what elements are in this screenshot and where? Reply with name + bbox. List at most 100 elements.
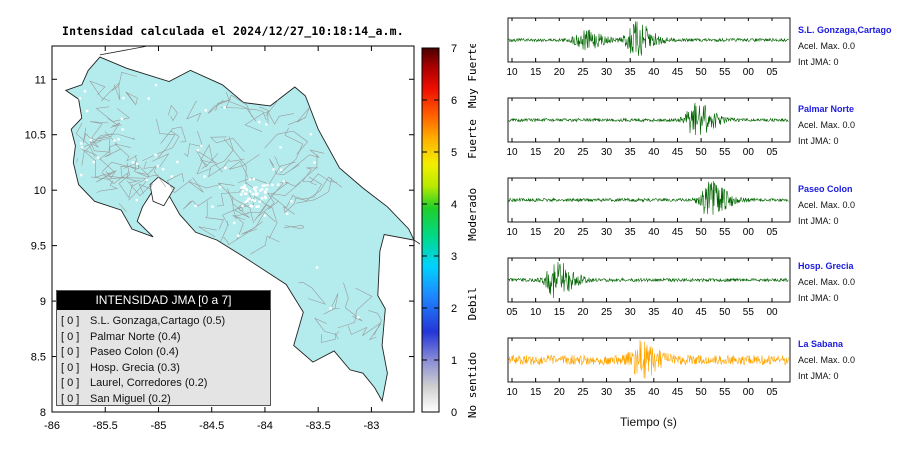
station-dot: [249, 190, 252, 193]
waveform-tick-label: 25: [577, 227, 589, 238]
station-dot: [254, 193, 258, 197]
waveform-tick-label: 00: [743, 67, 755, 78]
map-x-tick-label: -85: [151, 420, 167, 432]
waveform-tick-label: 25: [577, 147, 589, 158]
station-dot: [282, 180, 286, 183]
station-dot: [256, 192, 259, 195]
waveform-tick-label: 35: [625, 227, 637, 238]
waveform-tick-label: 10: [506, 387, 518, 398]
station-dot: [240, 186, 243, 189]
station-dot: [161, 167, 165, 171]
map-y-tick-label: 8: [40, 407, 46, 419]
station-dot: [279, 146, 282, 149]
station-acceleration: Acel. Max. 0.0: [798, 41, 856, 51]
station-dot: [263, 184, 267, 187]
station-acceleration: Acel. Max. 0.0: [798, 120, 856, 130]
waveform-tick-label: 15: [554, 307, 566, 318]
station-dot: [244, 200, 247, 204]
waveform-tick-label: 05: [766, 67, 778, 78]
station-dot: [200, 144, 203, 148]
waveform-trace: [508, 339, 789, 380]
station-dot: [121, 128, 124, 131]
waveform-trace: [508, 261, 789, 299]
waveform-tick-label: 50: [719, 307, 731, 318]
station-dot: [131, 161, 135, 164]
station-info: Palmar Norte Acel. Max. 0.0 Int JMA: 0: [798, 101, 855, 149]
waveform-tick-label: 55: [743, 307, 755, 318]
legend-item-tag: [ 0 ]: [61, 346, 80, 358]
legend-item-tag: [ 0 ]: [61, 392, 80, 405]
map-x-tick-label: -84.5: [199, 420, 224, 432]
waveform-tick-label: 45: [672, 227, 684, 238]
station-dot: [258, 200, 262, 203]
station-jma-intensity: Int JMA: 0: [798, 57, 839, 67]
station-dot: [243, 187, 246, 190]
waveform-panel: 10 15 20 25 30 35 40 45 50 55 00 05: [506, 337, 791, 398]
waveform-tick-label: 45: [672, 67, 684, 78]
station-dot: [245, 187, 248, 191]
colorbar-tick-label: 4: [451, 199, 457, 211]
station-dot: [255, 205, 258, 208]
station-dot: [194, 204, 197, 208]
waveform-tick-label: 10: [506, 147, 518, 158]
waveform-tick-label: 20: [577, 307, 589, 318]
waveform-tick-label: 00: [743, 227, 755, 238]
map-y-tick-label: 9: [40, 296, 46, 308]
station-dot: [315, 266, 319, 269]
station-dot: [242, 185, 245, 189]
station-dot: [85, 109, 89, 113]
colorbar-label: Moderado: [466, 188, 479, 241]
waveform-tick-label: 55: [719, 387, 731, 398]
waveform-tick-label: 30: [601, 227, 613, 238]
legend-item-label: Hosp. Grecia (0.3): [87, 361, 180, 374]
station-dot: [264, 196, 267, 200]
map-x-tick-label: -86: [44, 420, 60, 432]
waveform-trace: [508, 180, 789, 215]
station-jma-intensity: Int JMA: 0: [798, 371, 839, 381]
station-dot: [313, 161, 316, 164]
station-info: Paseo Colon Acel. Max. 0.0 Int JMA: 0: [798, 181, 855, 229]
waveform-trace: [508, 102, 789, 136]
legend-item-tag: [ 0 ]: [61, 315, 80, 327]
station-dot: [251, 192, 255, 196]
waveform-tick-label: 05: [506, 307, 518, 318]
waveform-tick-label: 50: [696, 387, 708, 398]
colorbar-tick-label: 5: [451, 147, 457, 159]
station-dot: [122, 96, 125, 100]
waveform-tick-label: 20: [554, 147, 566, 158]
station-dot: [233, 221, 236, 225]
station-jma-intensity: Int JMA: 0: [798, 293, 839, 303]
waveform-tick-label: 30: [601, 387, 613, 398]
legend-item-label: San Miguel (0.2): [87, 392, 171, 405]
land-polygon: [64, 56, 415, 403]
station-dot: [248, 178, 252, 181]
station-dot: [263, 214, 267, 217]
waveform-tick-label: 15: [530, 67, 542, 78]
station-dot: [154, 153, 157, 157]
station-dot: [252, 186, 256, 189]
colorbar-label: Muy Fuerte: [466, 44, 479, 108]
waveform-tick-label: 30: [601, 67, 613, 78]
colorbar-tick-label: 0: [451, 407, 457, 419]
waveform-panels: 10 15 20 25 30 35 40 45 50 55 00 05 10 15 20 25 30 35 40 45…: [506, 17, 791, 398]
legend-item-tag: [ 0 ]: [61, 361, 80, 374]
waveform-tick-label: 40: [648, 147, 660, 158]
waveform-tick-label: 50: [696, 67, 708, 78]
station-dot: [266, 183, 269, 186]
intensity-colorbar: 0 1 2 3 4 5 6 7 No sentido Debil Moderado Fuerte Mu…: [421, 44, 479, 419]
legend-item: [ 0 ] Laurel, Corredores (0.2): [61, 376, 270, 392]
legend-title: INTENSIDAD JMA [0 a 7]: [57, 291, 270, 310]
station-dot: [257, 205, 260, 208]
station-dot: [246, 199, 249, 203]
station-dot: [263, 195, 267, 198]
waveform-tick-label: 35: [648, 307, 660, 318]
station-dot: [290, 200, 293, 203]
station-dot: [254, 189, 257, 192]
colorbar-ticks: 0 1 2 3 4 5 6 7: [422, 44, 457, 419]
road-network: [75, 71, 382, 343]
station-dot: [249, 204, 252, 207]
waveform-tick-label: 55: [719, 67, 731, 78]
map-x-tick-label: -83.5: [306, 420, 331, 432]
waveform-tick-label: 45: [696, 307, 708, 318]
